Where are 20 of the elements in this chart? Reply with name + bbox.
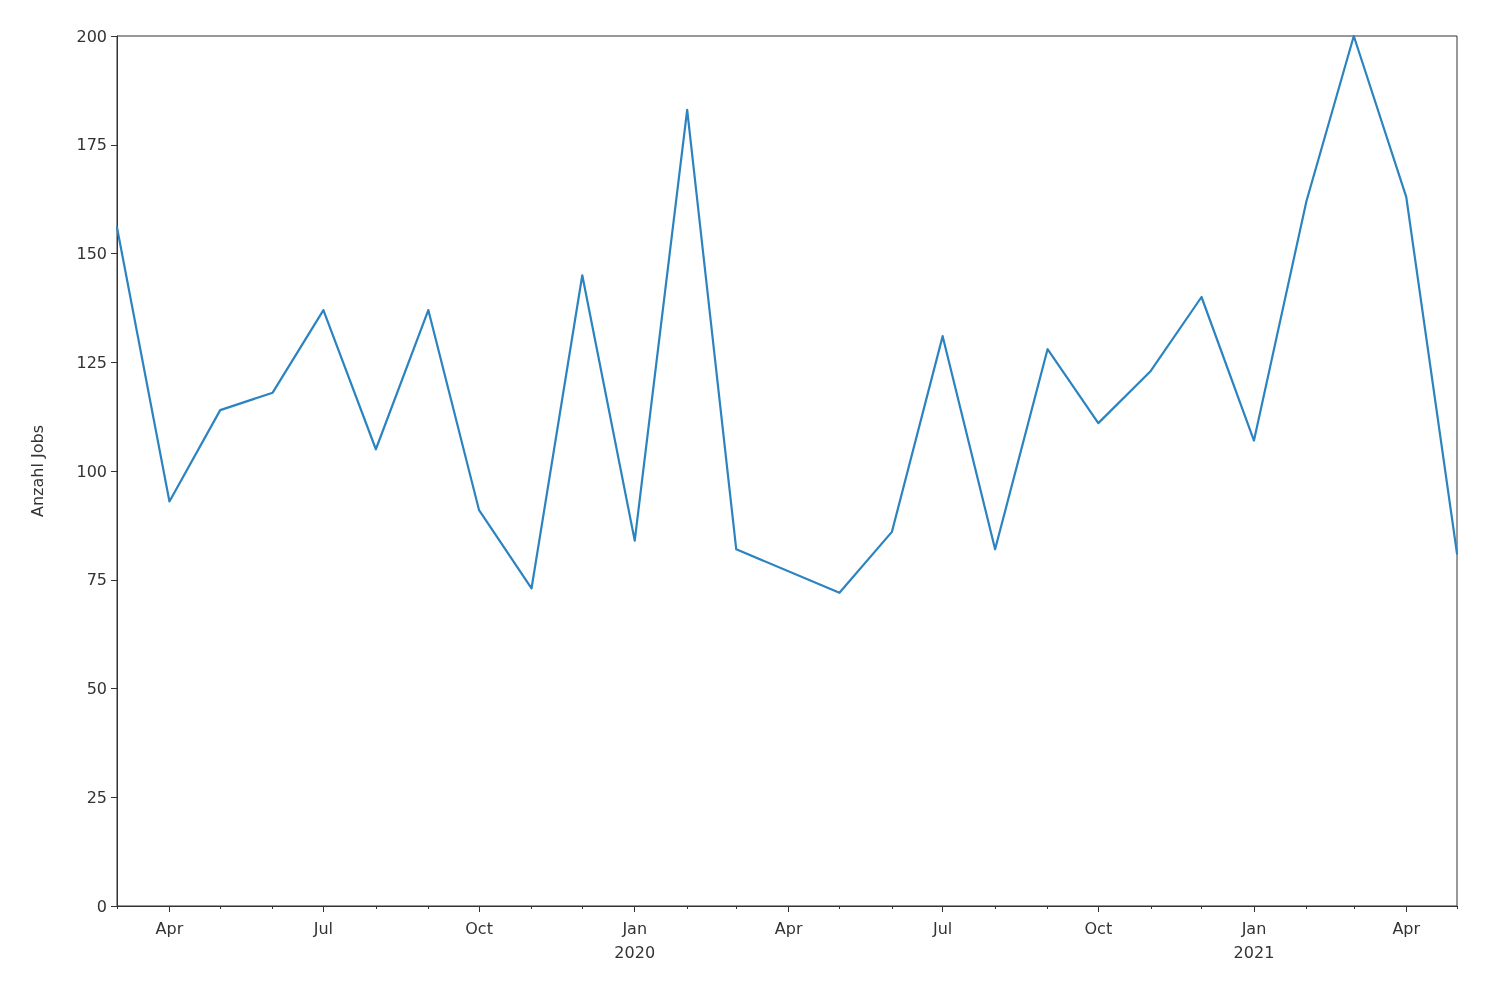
x-tick-label: Oct: [465, 918, 493, 938]
y-tick-label: 75: [86, 570, 107, 590]
y-tick-label: 150: [76, 244, 107, 263]
y-tick-label: 125: [76, 352, 107, 372]
x-tick-label: Apr: [1392, 918, 1421, 938]
y-tick-label: 100: [76, 461, 107, 481]
y-tick-label: 50: [86, 679, 107, 698]
x-tick-label: Jan 2020: [614, 918, 656, 962]
x-tick-label: Jul: [932, 918, 953, 938]
y-tick-label: 200: [76, 26, 107, 46]
x-tick-label: Apr: [774, 918, 803, 938]
x-tick-label: Apr: [155, 918, 184, 938]
y-axis-title: Anzahl Jobs: [27, 425, 47, 517]
x-tick-label: Jan 2021: [1233, 918, 1275, 962]
y-tick-label: 175: [76, 135, 107, 155]
y-tick-label: 25: [86, 787, 107, 807]
y-tick-label: 0: [96, 896, 107, 916]
x-tick-label: Oct: [1084, 918, 1113, 938]
line-series: [115, 34, 1459, 594]
x-tick-label: Jul: [312, 918, 334, 938]
